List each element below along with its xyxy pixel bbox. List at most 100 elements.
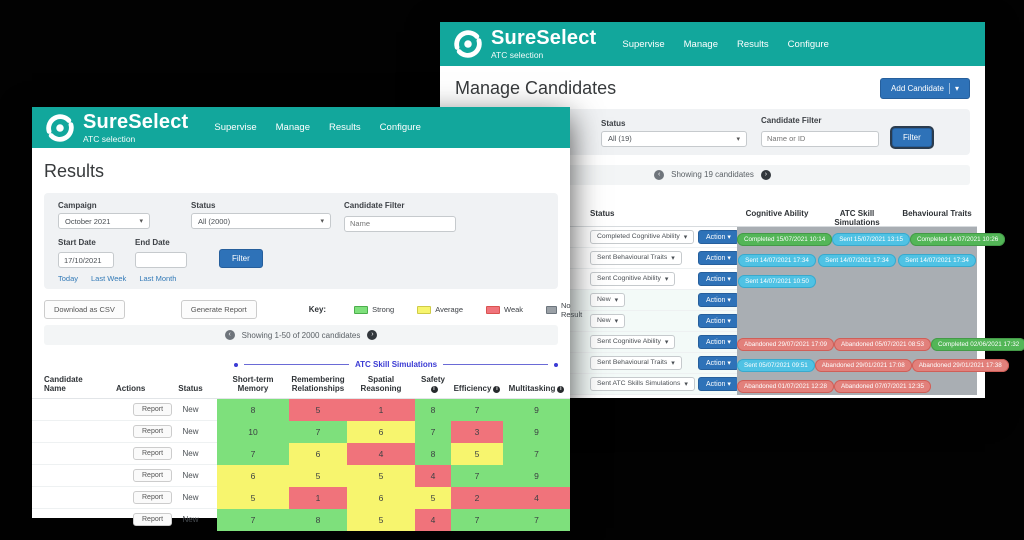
quick-link-today[interactable]: Today bbox=[58, 274, 79, 283]
chevron-down-icon: ▾ bbox=[736, 135, 740, 143]
chevron-down-icon[interactable]: ▾ bbox=[954, 84, 959, 93]
action-button[interactable]: Action ▾ bbox=[698, 313, 739, 328]
score-cell: 9 bbox=[503, 464, 570, 487]
filter-panel: Status All (19) ▾ Candidate Filter Filte… bbox=[455, 109, 970, 155]
assessment-cell: Sent 15/07/2021 13:15 bbox=[832, 228, 910, 246]
row-status-select[interactable]: Sent Behavioural Traits ▾ bbox=[590, 355, 682, 370]
action-button[interactable]: Action ▾ bbox=[698, 355, 739, 370]
atc-skill-simulations-span-header: ATC Skill Simulations bbox=[234, 360, 558, 369]
nav-item-results[interactable]: Results bbox=[328, 122, 361, 133]
row-status-select[interactable]: New ▾ bbox=[590, 313, 626, 328]
status-cell: New bbox=[164, 398, 217, 421]
score-cell: 7 bbox=[415, 420, 451, 443]
nav-item-manage[interactable]: Manage bbox=[275, 122, 310, 133]
next-page-icon[interactable]: › bbox=[367, 330, 378, 340]
assessment-cells: Sent 05/07/2021 09:51 Abandoned 29/01/202… bbox=[737, 352, 1009, 374]
row-status-value: New bbox=[597, 296, 611, 303]
report-button[interactable]: Report bbox=[133, 447, 173, 460]
status-cell: New bbox=[164, 464, 217, 487]
assessment-cells: Abandoned 29/07/2021 17:09 Abandoned 05/0… bbox=[737, 331, 1024, 353]
start-date-label: Start Date bbox=[58, 237, 96, 247]
candidate-filter-input[interactable] bbox=[761, 130, 879, 147]
row-status-value: New bbox=[597, 317, 611, 324]
report-button[interactable]: Report bbox=[133, 513, 173, 527]
report-button[interactable]: Report bbox=[133, 425, 173, 438]
report-button[interactable]: Report bbox=[133, 491, 173, 504]
column-header-spatial-reasoning: Spatial Reasoning bbox=[347, 372, 415, 399]
actions-cell: Report bbox=[104, 442, 173, 465]
previous-page-icon[interactable]: ‹ bbox=[224, 330, 235, 340]
filter-button[interactable]: Filter bbox=[892, 127, 932, 147]
row-status-select[interactable]: Sent Cognitive Ability ▾ bbox=[590, 334, 676, 349]
info-icon[interactable]: i bbox=[430, 386, 438, 393]
actions-cell: Report bbox=[104, 486, 173, 509]
info-icon[interactable]: i bbox=[557, 386, 565, 393]
nav-item-supervise[interactable]: Supervise bbox=[214, 122, 257, 133]
end-date-input[interactable] bbox=[135, 252, 187, 268]
row-status-select[interactable]: New ▾ bbox=[590, 292, 626, 307]
row-status-select[interactable]: Completed Cognitive Ability ▾ bbox=[590, 229, 695, 244]
assessment-cell: Completed 02/06/2021 17:32 bbox=[931, 333, 1024, 351]
row-status-value: Sent ATC Skills Simulations bbox=[597, 380, 681, 387]
span-line bbox=[244, 364, 349, 365]
row-status-select[interactable]: Sent Cognitive Ability ▾ bbox=[590, 271, 676, 286]
assessment-cells: Sent 14/07/2021 10:50 bbox=[737, 268, 977, 290]
table-row: Sent Behavioural Traits ▾ Action ▾ Sent 14/… bbox=[455, 247, 977, 269]
previous-page-icon[interactable]: ‹ bbox=[654, 169, 665, 180]
status-select[interactable]: All (2000) ▾ bbox=[191, 213, 331, 229]
assessment-cell: Abandoned 29/01/2021 17:38 bbox=[911, 354, 1009, 372]
download-csv-button[interactable]: Download as CSV bbox=[44, 300, 125, 319]
brand-subtitle: ATC selection bbox=[83, 133, 136, 144]
assessment-cell: Sent 14/07/2021 17:34 bbox=[818, 249, 896, 267]
report-button[interactable]: Report bbox=[133, 469, 173, 482]
action-button[interactable]: Action ▾ bbox=[698, 376, 739, 391]
nav-item-supervise[interactable]: Supervise bbox=[622, 38, 665, 50]
row-status-select[interactable]: Sent ATC Skills Simulations ▾ bbox=[590, 376, 695, 391]
quick-link-last-month[interactable]: Last Month bbox=[139, 274, 177, 283]
row-status-select[interactable]: Sent Behavioural Traits ▾ bbox=[590, 250, 682, 265]
nav-item-manage[interactable]: Manage bbox=[683, 38, 718, 50]
report-button[interactable]: Report bbox=[133, 403, 173, 416]
score-cell: 7 bbox=[451, 398, 503, 421]
next-page-icon[interactable]: › bbox=[760, 169, 771, 180]
generate-report-button[interactable]: Generate Report bbox=[180, 300, 257, 319]
assessment-cell: Abandoned 01/07/2021 12:28 bbox=[737, 375, 834, 393]
chevron-down-icon: ▾ bbox=[139, 218, 143, 225]
action-button[interactable]: Action ▾ bbox=[698, 271, 739, 286]
start-date-input[interactable] bbox=[58, 252, 114, 268]
quick-link-last-week[interactable]: Last Week bbox=[91, 274, 127, 283]
score-cell: 5 bbox=[347, 508, 415, 531]
status-label: Status bbox=[601, 118, 626, 128]
column-header-safety: Safetyi bbox=[415, 372, 451, 399]
candidate-filter-input[interactable] bbox=[344, 215, 456, 232]
span-dot-icon bbox=[234, 362, 238, 367]
nav-item-configure[interactable]: Configure bbox=[379, 122, 421, 133]
assessment-cell: Abandoned 07/07/2021 12:35 bbox=[834, 375, 931, 393]
action-button[interactable]: Action ▾ bbox=[698, 250, 739, 265]
nav-item-results[interactable]: Results bbox=[736, 38, 769, 50]
chevron-down-icon: ▾ bbox=[320, 218, 324, 225]
page-title: Results bbox=[44, 161, 105, 181]
action-button[interactable]: Action ▾ bbox=[698, 334, 739, 349]
candidate-filter-label: Candidate Filter bbox=[761, 116, 822, 125]
nav-item-configure[interactable]: Configure bbox=[787, 38, 829, 50]
table-row: Report New 7 6 4 8 5 7 bbox=[32, 442, 570, 465]
score-cell: 5 bbox=[289, 464, 347, 487]
info-icon[interactable]: i bbox=[493, 386, 501, 393]
status-cell: New bbox=[164, 508, 217, 531]
action-button[interactable]: Action ▾ bbox=[698, 292, 739, 307]
chevron-down-icon: ▾ bbox=[664, 338, 669, 346]
score-cell: 4 bbox=[347, 442, 415, 465]
status-select[interactable]: All (19) ▾ bbox=[601, 130, 747, 147]
app-header: SureSelect ATC selection Supervise Manage… bbox=[440, 22, 985, 66]
score-cell: 5 bbox=[451, 442, 503, 465]
add-candidate-button[interactable]: Add Candidate ▾ bbox=[880, 78, 970, 99]
action-button[interactable]: Action ▾ bbox=[698, 229, 739, 244]
campaign-select[interactable]: October 2021 ▾ bbox=[58, 213, 150, 229]
score-cell: 7 bbox=[503, 508, 570, 531]
assessment-cells: Sent 14/07/2021 17:34 Sent 14/07/2021 17:… bbox=[737, 247, 977, 269]
row-status-value: Sent Behavioural Traits bbox=[597, 359, 668, 366]
legend-label: Weak bbox=[504, 305, 524, 314]
filter-button[interactable]: Filter bbox=[219, 249, 263, 268]
